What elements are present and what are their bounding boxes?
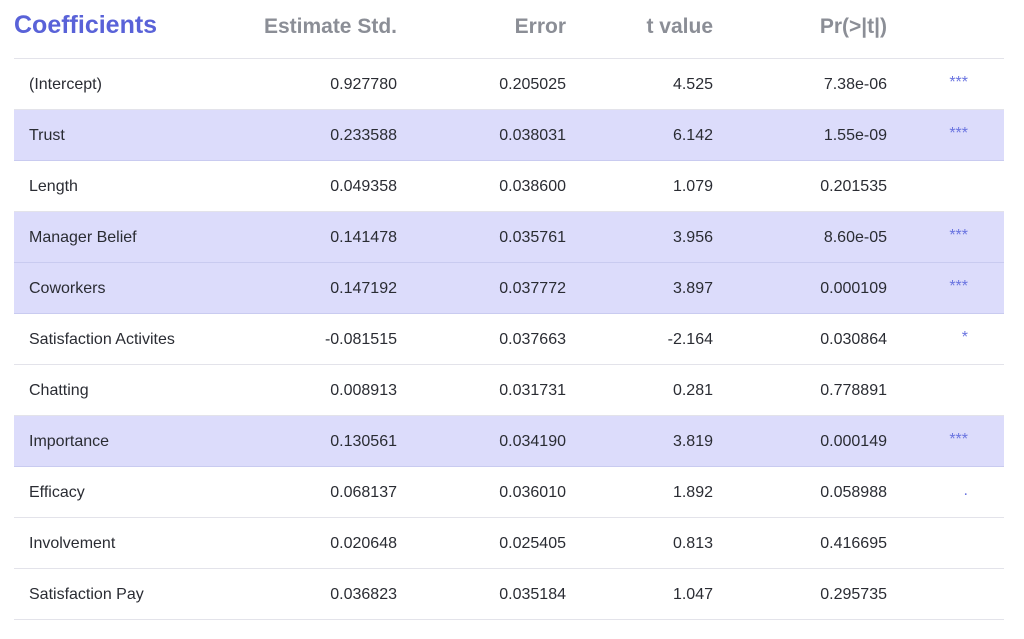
row-estimate: 0.008913: [330, 382, 397, 399]
table-row: Satisfaction Activites -0.081515 0.03766…: [14, 314, 1004, 365]
row-t-value: 1.079: [672, 178, 713, 195]
row-error: 0.038031: [499, 127, 566, 144]
row-estimate: 0.036823: [330, 586, 397, 603]
row-error: 0.036010: [499, 484, 566, 501]
row-p-value: 0.030864: [820, 331, 887, 348]
row-name: Chatting: [29, 382, 89, 399]
row-t-value: 1.892: [672, 484, 713, 501]
row-name: Satisfaction Activites: [29, 331, 175, 348]
table-row: Involvement 0.020648 0.025405 0.813 0.41…: [14, 518, 1004, 569]
table-header: Coefficients Estimate Std. Error t value…: [14, 0, 1004, 59]
row-p-value: 0.201535: [820, 178, 887, 195]
row-t-value: 0.813: [672, 535, 713, 552]
row-name: Coworkers: [29, 280, 106, 297]
table-row: Manager Belief 0.141478 0.035761 3.956 8…: [14, 212, 1004, 263]
row-t-value: 3.956: [672, 229, 713, 246]
table-row: Trust 0.233588 0.038031 6.142 1.55e-09 *…: [14, 110, 1004, 161]
row-p-value: 0.416695: [820, 535, 887, 552]
row-name: Importance: [29, 433, 110, 450]
row-estimate: 0.049358: [330, 178, 397, 195]
table-row: Efficacy 0.068137 0.036010 1.892 0.05898…: [14, 467, 1004, 518]
row-name: Trust: [29, 127, 65, 144]
row-t-value: 4.525: [672, 76, 713, 93]
table-row: Length 0.049358 0.038600 1.079 0.201535: [14, 161, 1004, 212]
row-p-value: 0.778891: [820, 382, 887, 399]
row-error: 0.025405: [499, 535, 566, 552]
column-header-estimate: Estimate Std.: [263, 15, 397, 38]
row-t-value: 3.897: [672, 280, 713, 297]
row-estimate: 0.927780: [330, 76, 397, 93]
row-error: 0.037772: [499, 280, 566, 297]
column-header-t-value: t value: [646, 15, 713, 38]
row-error: 0.035184: [499, 586, 566, 603]
row-name: Satisfaction Pay: [29, 586, 144, 603]
row-error: 0.031731: [499, 382, 566, 399]
row-estimate: 0.147192: [330, 280, 397, 297]
table-row: Chatting 0.008913 0.031731 0.281 0.77889…: [14, 365, 1004, 416]
row-name: Efficacy: [29, 484, 85, 501]
row-estimate: 0.068137: [330, 484, 397, 501]
row-error: 0.205025: [499, 76, 566, 93]
coefficients-table: Coefficients Estimate Std. Error t value…: [14, 0, 1004, 620]
row-p-value: 0.000149: [820, 433, 887, 450]
row-error: 0.035761: [499, 229, 566, 246]
column-header-error: Error: [514, 15, 566, 38]
row-estimate: 0.233588: [330, 127, 397, 144]
row-p-value: 0.295735: [820, 586, 887, 603]
row-t-value: 3.819: [672, 433, 713, 450]
row-name: (Intercept): [29, 76, 102, 93]
row-name: Involvement: [29, 535, 116, 552]
row-p-value: 0.000109: [820, 280, 887, 297]
row-estimate: 0.130561: [330, 433, 397, 450]
table-row: (Intercept) 0.927780 0.205025 4.525 7.38…: [14, 59, 1004, 110]
row-p-value: 1.55e-09: [823, 127, 887, 144]
table-row: Coworkers 0.147192 0.037772 3.897 0.0001…: [14, 263, 1004, 314]
row-name: Length: [29, 178, 78, 195]
table-row: Importance 0.130561 0.034190 3.819 0.000…: [14, 416, 1004, 467]
row-significance: ***: [949, 278, 968, 295]
row-p-value: 0.058988: [820, 484, 887, 501]
row-t-value: 0.281: [672, 382, 713, 399]
row-t-value: 6.142: [672, 127, 713, 144]
row-estimate: 0.141478: [330, 229, 397, 246]
row-significance: ***: [949, 431, 968, 448]
row-significance: ***: [949, 125, 968, 142]
row-error: 0.038600: [499, 178, 566, 195]
row-estimate: -0.081515: [324, 331, 397, 348]
row-estimate: 0.020648: [330, 535, 397, 552]
row-name: Manager Belief: [29, 229, 137, 246]
row-t-value: -2.164: [667, 331, 713, 348]
table-title: Coefficients: [14, 11, 158, 39]
row-p-value: 8.60e-05: [823, 229, 887, 246]
row-error: 0.034190: [499, 433, 566, 450]
row-p-value: 7.38e-06: [823, 76, 887, 93]
row-significance: *: [961, 329, 968, 346]
row-significance: ***: [949, 74, 968, 91]
table-row: Satisfaction Pay 0.036823 0.035184 1.047…: [14, 569, 1004, 620]
row-t-value: 1.047: [672, 586, 713, 603]
row-error: 0.037663: [499, 331, 566, 348]
column-header-p-value: Pr(>|t|): [819, 15, 887, 38]
row-significance: ***: [949, 227, 968, 244]
row-significance: .: [963, 482, 968, 499]
